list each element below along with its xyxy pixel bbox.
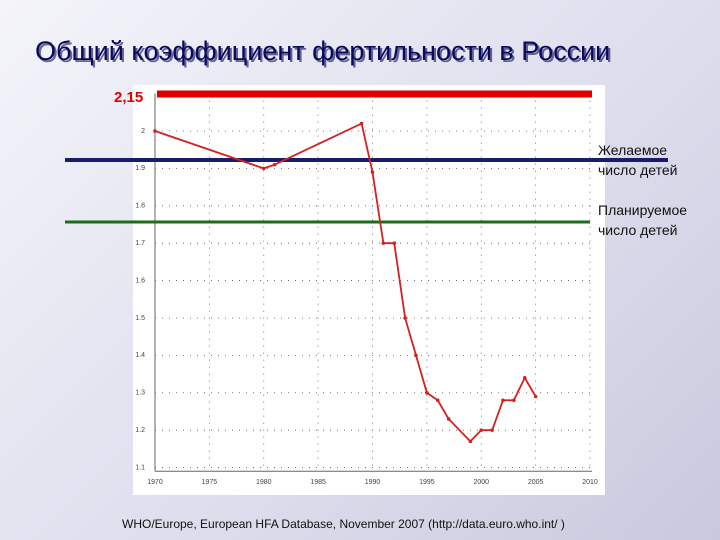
data-point xyxy=(153,129,157,133)
desired-label-1: Желаемое xyxy=(598,142,667,158)
x-tick-label: 2010 xyxy=(582,479,598,486)
planned-label-1: Планируемое xyxy=(598,202,687,218)
x-tick-label: 1990 xyxy=(365,479,381,486)
data-point xyxy=(261,166,266,171)
data-point xyxy=(446,417,451,421)
data-point xyxy=(414,353,418,358)
y-tick-label: 1.8 xyxy=(135,203,145,210)
data-point xyxy=(533,394,538,399)
x-tick-label: 1975 xyxy=(202,479,218,486)
data-point xyxy=(490,428,494,432)
data-point xyxy=(403,316,407,320)
x-tick-label: 1980 xyxy=(256,479,272,486)
data-point xyxy=(501,398,505,403)
data-point xyxy=(479,428,484,432)
data-point xyxy=(522,376,527,380)
x-tick-label: 2000 xyxy=(473,479,489,486)
planned-label-2: число детей xyxy=(598,222,677,238)
source: WHO/Europe, European HFA Database, Novem… xyxy=(122,517,565,531)
data-point xyxy=(468,439,473,444)
y-tick-label: 1.6 xyxy=(135,277,145,284)
y-tick-label: 1.3 xyxy=(135,390,145,397)
desired-label-2: число детей xyxy=(598,162,677,178)
y-tick-label: 1.1 xyxy=(135,464,145,471)
data-point xyxy=(359,121,364,126)
x-tick-label: 1985 xyxy=(310,479,326,486)
data-point xyxy=(435,398,440,403)
title-shadow: Общий коэффициент фертильности в России xyxy=(37,38,612,68)
plot-panel xyxy=(133,85,605,495)
chart-title: Общий коэффициент фертильности в России xyxy=(35,36,610,66)
data-point xyxy=(425,390,429,395)
data-point xyxy=(381,241,386,245)
y-tick-label: 1.9 xyxy=(135,165,145,172)
x-tick-label: 1995 xyxy=(419,479,435,486)
data-point xyxy=(272,162,277,167)
data-point xyxy=(370,170,375,174)
data-point xyxy=(392,241,397,245)
y-tick-label: 1.7 xyxy=(135,240,145,247)
x-tick-label: 2005 xyxy=(528,479,544,486)
reference-label: 2,15 xyxy=(114,89,143,106)
x-tick-label: 1970 xyxy=(147,479,163,486)
y-tick-label: 1.4 xyxy=(135,352,145,359)
y-tick-label: 2 xyxy=(141,128,145,135)
data-point xyxy=(512,398,516,403)
y-tick-label: 1.2 xyxy=(135,427,145,434)
y-tick-label: 1.5 xyxy=(135,315,145,322)
